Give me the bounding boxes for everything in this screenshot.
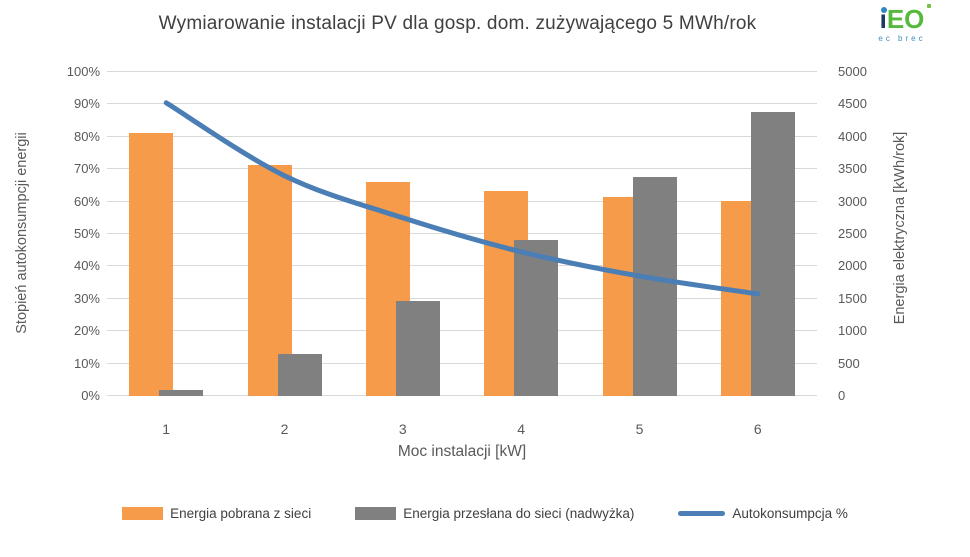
gridline — [107, 103, 817, 105]
y-tick-label-left: 60% — [73, 193, 100, 209]
company-logo: i EO ec brec — [872, 4, 932, 43]
gridline — [107, 330, 817, 332]
y-tick-label-left: 40% — [73, 258, 100, 274]
y-tick-label-right: 3000 — [838, 193, 867, 209]
y-tick-label-left: 10% — [73, 355, 100, 371]
logo-letter-i: i — [879, 4, 887, 34]
gridline — [107, 135, 817, 137]
gridline — [107, 362, 817, 364]
bar-pobrana-1kw — [129, 132, 174, 396]
legend-item-energia-pobrana: Energia pobrana z sieci — [122, 506, 311, 521]
logo-wordmark: i EO — [879, 4, 932, 34]
x-tick-label: 2 — [280, 421, 289, 437]
plot-area — [107, 71, 817, 396]
y-tick-label-left: 100% — [66, 64, 100, 79]
y-tick-label-right: 500 — [838, 355, 860, 371]
y-tick-label-left: 70% — [73, 161, 100, 177]
bar-przeslana-4kw — [514, 240, 559, 396]
logo-tagline: ec brec — [878, 34, 926, 43]
logo-i-dot-icon — [880, 7, 887, 13]
y-tick-label-right: 2000 — [838, 258, 867, 274]
y-tick-label-right: 4500 — [838, 96, 867, 112]
y-tick-label-left: 90% — [73, 96, 100, 112]
gridline — [107, 395, 817, 396]
y-tick-label-right: 2500 — [838, 226, 867, 241]
y-tick-label-right: 1500 — [838, 290, 867, 306]
legend-label: Energia pobrana z sieci — [170, 506, 312, 521]
x-tick-label: 6 — [753, 421, 762, 437]
y-tick-label-right: 0 — [838, 388, 846, 403]
gridline — [107, 265, 817, 267]
gridline — [107, 200, 817, 202]
gridline — [107, 71, 817, 72]
bar-przeslana-5kw — [632, 176, 677, 396]
gridline — [107, 297, 817, 299]
bar-przeslana-3kw — [395, 300, 440, 396]
y-tick-label-right: 4000 — [838, 128, 867, 144]
legend-swatch-orange-bar-icon — [122, 507, 164, 520]
logo-letters-eo: EO — [886, 4, 925, 34]
y-tick-label-left: 50% — [73, 226, 100, 241]
y-tick-label-right: 1000 — [838, 323, 867, 339]
y-tick-label-left: 80% — [73, 128, 100, 144]
x-tick-label: 4 — [517, 421, 526, 437]
bar-przeslana-2kw — [277, 353, 322, 396]
x-tick-label: 5 — [635, 421, 644, 437]
y-tick-label-right: 3500 — [838, 161, 867, 177]
legend-swatch-blue-line-icon — [678, 511, 726, 516]
gridline — [107, 168, 817, 170]
y-tick-label-right: 5000 — [838, 64, 867, 79]
bar-przeslana-6kw — [750, 112, 795, 396]
y-tick-label-left: 0% — [81, 388, 100, 403]
y-tick-label-left: 30% — [73, 290, 100, 306]
legend-item-energia-przeslana: Energia przesłana do sieci (nadwyżka) — [355, 506, 634, 521]
x-tick-label: 3 — [398, 421, 407, 437]
autoconsumption-line — [163, 100, 761, 297]
legend-item-autokonsumpcja: Autokonsumpcja % — [678, 506, 848, 521]
legend-label: Autokonsumpcja % — [732, 506, 848, 521]
bar-przeslana-1kw — [159, 389, 204, 396]
page-title: Wymiarowanie instalacji PV dla gosp. dom… — [158, 13, 757, 34]
x-axis-title: Moc instalacji [kW] — [397, 443, 527, 460]
legend-swatch-gray-bar-icon — [355, 507, 397, 520]
legend: Energia pobrana z sieci Energia przesłan… — [0, 506, 970, 521]
y-tick-label-left: 20% — [73, 323, 100, 339]
logo-trademark-icon — [927, 4, 932, 8]
legend-label: Energia przesłana do sieci (nadwyżka) — [403, 506, 635, 521]
x-tick-label: 1 — [162, 421, 171, 437]
y-axis-right-title: Energia elektryczna [kWh/rok] — [892, 131, 908, 325]
